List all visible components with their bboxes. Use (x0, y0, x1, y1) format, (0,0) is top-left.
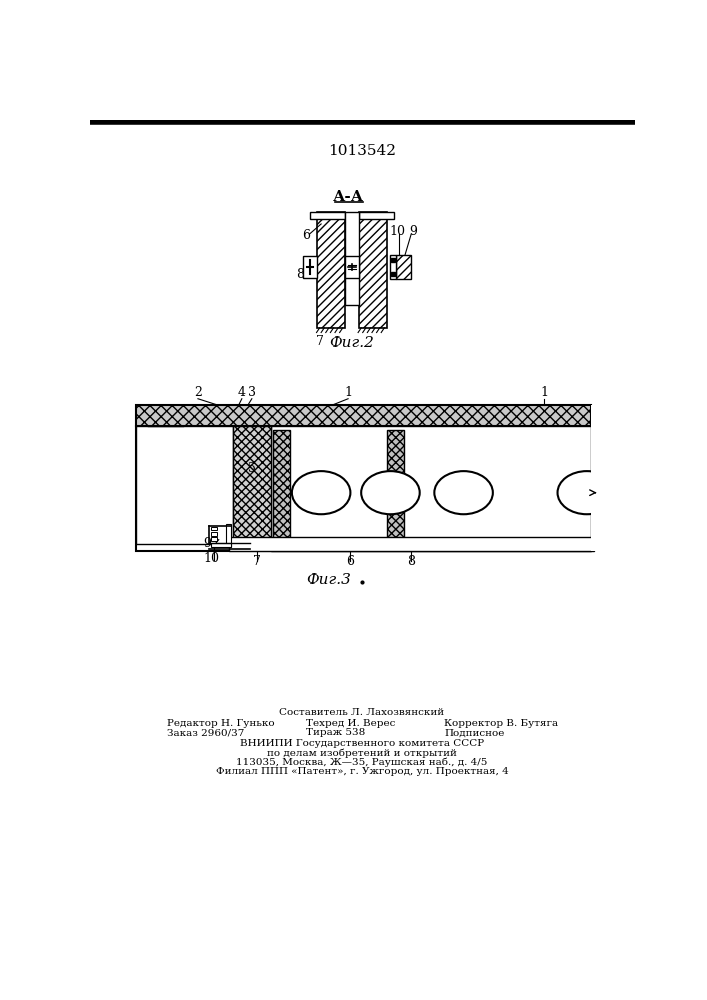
Text: 1: 1 (344, 386, 352, 399)
Bar (211, 537, 217, 541)
Bar (317, 212, 345, 328)
Bar (211, 527, 217, 530)
Bar (233, 426, 271, 547)
Bar (590, 405, 653, 551)
Text: 6: 6 (303, 229, 310, 242)
Ellipse shape (558, 471, 616, 514)
Bar (273, 430, 290, 548)
Bar (387, 430, 404, 548)
Ellipse shape (361, 471, 420, 514)
Text: 6: 6 (346, 555, 354, 568)
Bar (345, 256, 359, 278)
Bar (359, 212, 387, 328)
Bar (136, 405, 590, 426)
Bar (345, 212, 359, 305)
Text: 10: 10 (203, 552, 219, 565)
Text: Заказ 2960/37: Заказ 2960/37 (167, 728, 245, 737)
Bar (359, 212, 395, 219)
Ellipse shape (292, 471, 351, 514)
Bar (226, 524, 231, 547)
Text: 7: 7 (317, 335, 325, 348)
Text: 7: 7 (253, 555, 261, 568)
Text: Подписное: Подписное (444, 728, 505, 737)
Bar (229, 537, 595, 551)
Text: Техред И. Верес: Техред И. Верес (305, 719, 395, 728)
Text: 9: 9 (409, 225, 416, 238)
Text: Корректор В. Бутяга: Корректор В. Бутяга (444, 719, 559, 728)
Text: 9: 9 (203, 537, 211, 550)
Text: 3: 3 (248, 386, 256, 399)
Text: 10: 10 (390, 225, 405, 238)
Text: 5: 5 (248, 462, 256, 475)
Bar (303, 256, 317, 278)
Text: 8: 8 (407, 555, 415, 568)
Bar (310, 212, 345, 219)
Bar (136, 426, 233, 544)
Bar (396, 255, 411, 279)
Bar (211, 532, 217, 536)
Ellipse shape (434, 471, 493, 514)
Text: ВНИИПИ Государственного комитета СССР: ВНИИПИ Государственного комитета СССР (240, 739, 484, 748)
Text: Тираж 538: Тираж 538 (305, 728, 365, 737)
Text: Составитель Л. Лахозвянский: Составитель Л. Лахозвянский (279, 708, 445, 717)
Text: 4: 4 (238, 386, 246, 399)
Text: 113035, Москва, Ж—35, Раушская наб., д. 4/5: 113035, Москва, Ж—35, Раушская наб., д. … (236, 757, 488, 767)
Text: по делам изобретений и открытий: по делам изобретений и открытий (267, 748, 457, 758)
Text: 8: 8 (296, 267, 304, 280)
Text: Фиг.3: Фиг.3 (306, 573, 351, 587)
Text: Редактор Н. Гунько: Редактор Н. Гунько (167, 719, 275, 728)
Bar (211, 543, 231, 547)
Text: А-А: А-А (332, 190, 363, 204)
Text: 1013542: 1013542 (328, 144, 396, 158)
Text: 2: 2 (194, 386, 202, 399)
Text: Фиг.2: Фиг.2 (329, 336, 375, 350)
Text: Филиал ППП «Патент», г. Ужгород, ул. Проектная, 4: Филиал ППП «Патент», г. Ужгород, ул. Про… (216, 767, 508, 776)
Bar (136, 426, 590, 551)
Bar (271, 426, 590, 551)
Text: 1: 1 (540, 386, 549, 399)
Bar (390, 255, 396, 279)
